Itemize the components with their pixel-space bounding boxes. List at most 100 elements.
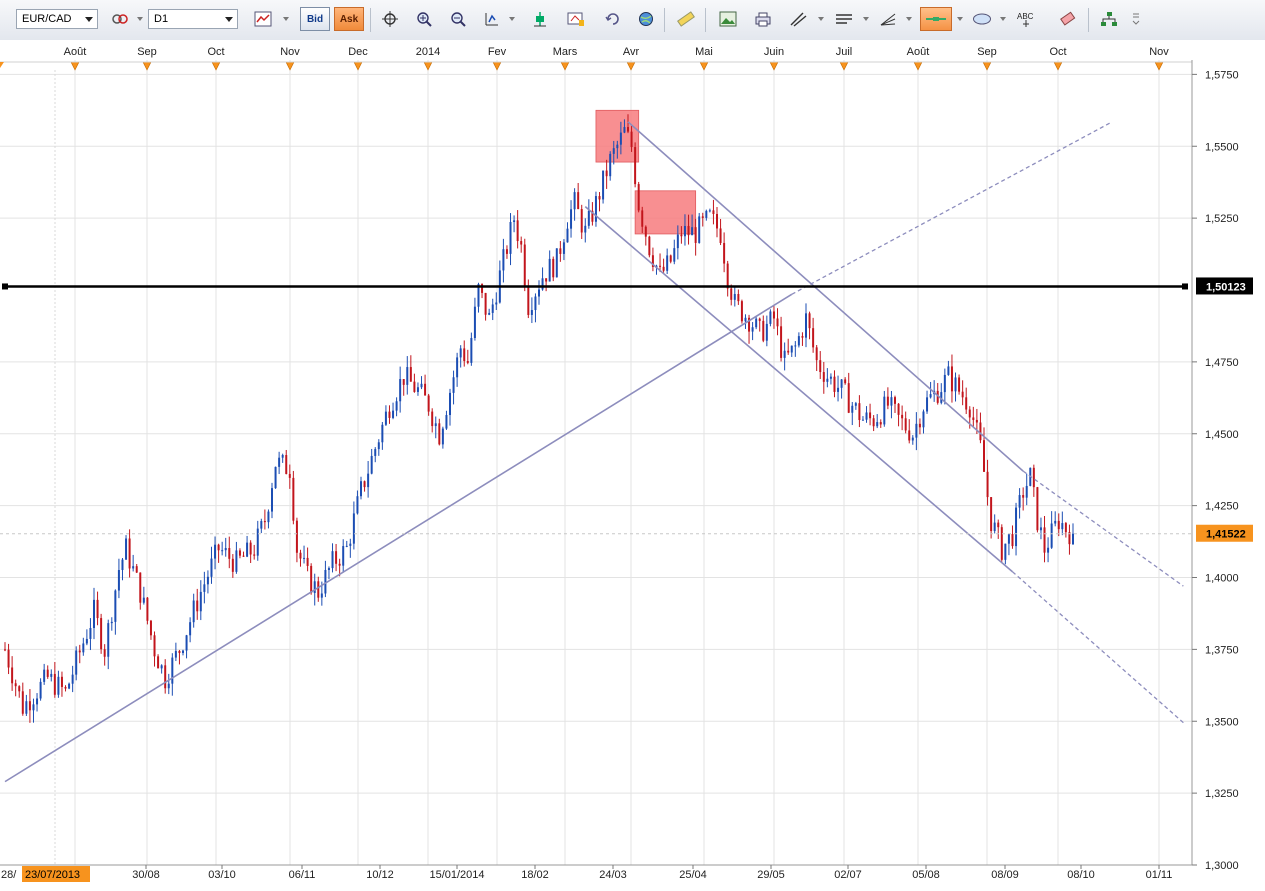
- chevron-down-icon[interactable]: [863, 17, 869, 21]
- month-label: Sep: [137, 46, 157, 58]
- candle-body: [772, 311, 775, 319]
- candle-body: [744, 317, 747, 322]
- rectangle-tool-icon[interactable]: [920, 7, 952, 31]
- candle-body: [872, 418, 875, 427]
- candle-body: [278, 457, 281, 467]
- price-tick-label: 1,3500: [1205, 716, 1239, 728]
- zoom-in-icon[interactable]: [412, 7, 436, 31]
- candle-body: [573, 192, 576, 210]
- candle-body: [363, 481, 366, 488]
- ruler-icon[interactable]: [674, 7, 698, 31]
- horizontal-line[interactable]: [2, 283, 1188, 290]
- chevron-down-icon[interactable]: [283, 17, 289, 21]
- candle-body: [566, 228, 569, 243]
- eraser-icon[interactable]: [1056, 7, 1080, 31]
- hline-icon[interactable]: [832, 7, 856, 31]
- zoom-out-icon[interactable]: [446, 7, 470, 31]
- candle-body: [591, 210, 594, 222]
- start-date-badge: [22, 866, 90, 882]
- candle-body: [869, 412, 872, 419]
- candle-body: [751, 327, 754, 332]
- candle-body: [1000, 527, 1003, 560]
- candle-body: [904, 418, 907, 431]
- chevron-down-icon[interactable]: [509, 17, 515, 21]
- candle-body: [815, 347, 818, 361]
- candle-body: [1061, 523, 1064, 530]
- candle-body: [637, 184, 640, 211]
- chevron-down-icon[interactable]: [137, 17, 143, 21]
- text-tool-label: ABC: [1017, 12, 1034, 21]
- candle-body: [641, 210, 644, 227]
- candle-body: [377, 442, 380, 450]
- print-icon[interactable]: [751, 7, 775, 31]
- price-tick-label: 1,4250: [1205, 501, 1239, 513]
- candle-body: [965, 397, 968, 410]
- template-icon[interactable]: [564, 7, 588, 31]
- candle-body: [886, 396, 889, 406]
- price-chart[interactable]: Août Sep Oct Nov Dec 2014 Fev Mars Avr Mai Juin Jui…: [0, 40, 1265, 891]
- date-label: 28/: [1, 869, 17, 881]
- candle-body: [854, 403, 857, 406]
- candle-body: [616, 144, 619, 149]
- price-tick-label: 1,5750: [1205, 69, 1239, 81]
- candle-body: [303, 557, 306, 559]
- link-icon[interactable]: [108, 7, 132, 31]
- candle-body: [335, 551, 338, 564]
- symbol-select[interactable]: EUR/CAD: [16, 9, 98, 29]
- month-label: 2014: [416, 46, 440, 58]
- candle-body: [313, 581, 316, 594]
- refresh-icon[interactable]: [601, 7, 625, 31]
- timeframe-select[interactable]: D1: [148, 9, 238, 29]
- crosshair-icon[interactable]: [378, 7, 402, 31]
- fibonacci-icon[interactable]: [876, 7, 900, 31]
- candle-body: [495, 302, 498, 305]
- text-icon[interactable]: ABC: [1014, 7, 1038, 31]
- chevron-down-icon[interactable]: [818, 17, 824, 21]
- trendlines[interactable]: [4, 121, 1184, 783]
- candle-body: [861, 419, 864, 421]
- more-icon[interactable]: [1128, 7, 1144, 31]
- scroll-icon[interactable]: [480, 7, 504, 31]
- ask-button[interactable]: Ask: [334, 7, 364, 31]
- chevron-down-icon[interactable]: [906, 17, 912, 21]
- image-icon[interactable]: [716, 7, 740, 31]
- candle-body: [57, 676, 60, 695]
- chart-type-icon[interactable]: [251, 7, 275, 31]
- candle-body: [139, 572, 142, 603]
- bid-button[interactable]: Bid: [300, 7, 330, 31]
- candle-body: [231, 558, 234, 572]
- date-label: 08/10: [1067, 869, 1095, 881]
- month-label: Sep: [977, 46, 997, 58]
- chevron-down-icon[interactable]: [1000, 17, 1006, 21]
- chevron-down-icon[interactable]: [957, 17, 963, 21]
- ellipse-icon[interactable]: [970, 7, 994, 31]
- indicator-icon[interactable]: [528, 7, 552, 31]
- month-label: Août: [64, 46, 87, 58]
- candle-body: [420, 383, 423, 388]
- candle-body: [327, 568, 330, 570]
- toolbar-divider: [705, 8, 706, 32]
- candle-body: [164, 665, 167, 689]
- current-price-label: 1,41522: [1206, 529, 1246, 541]
- draw-lines-icon[interactable]: [786, 7, 810, 31]
- candle-body: [317, 581, 320, 598]
- date-label: 29/05: [757, 869, 785, 881]
- price-axis: 1,3000 1,3250 1,3500 1,3750 1,4000 1,4250 1,45…: [1192, 69, 1239, 872]
- candle-body: [477, 284, 480, 307]
- object-tree-icon[interactable]: [1097, 7, 1121, 31]
- candle-body: [555, 248, 558, 278]
- candle-body: [847, 383, 850, 413]
- candle-body: [545, 278, 548, 282]
- candle-body: [662, 266, 665, 271]
- candle-body: [936, 390, 939, 403]
- month-label: Juin: [764, 46, 784, 58]
- candle-body: [235, 550, 238, 572]
- candle-body: [530, 310, 533, 315]
- candle-body: [570, 209, 573, 229]
- candle-body: [851, 405, 854, 413]
- candle-body: [680, 234, 683, 237]
- candle-body: [306, 557, 309, 566]
- candle-body: [295, 520, 298, 553]
- globe-icon[interactable]: [634, 7, 658, 31]
- candle-body: [805, 313, 807, 338]
